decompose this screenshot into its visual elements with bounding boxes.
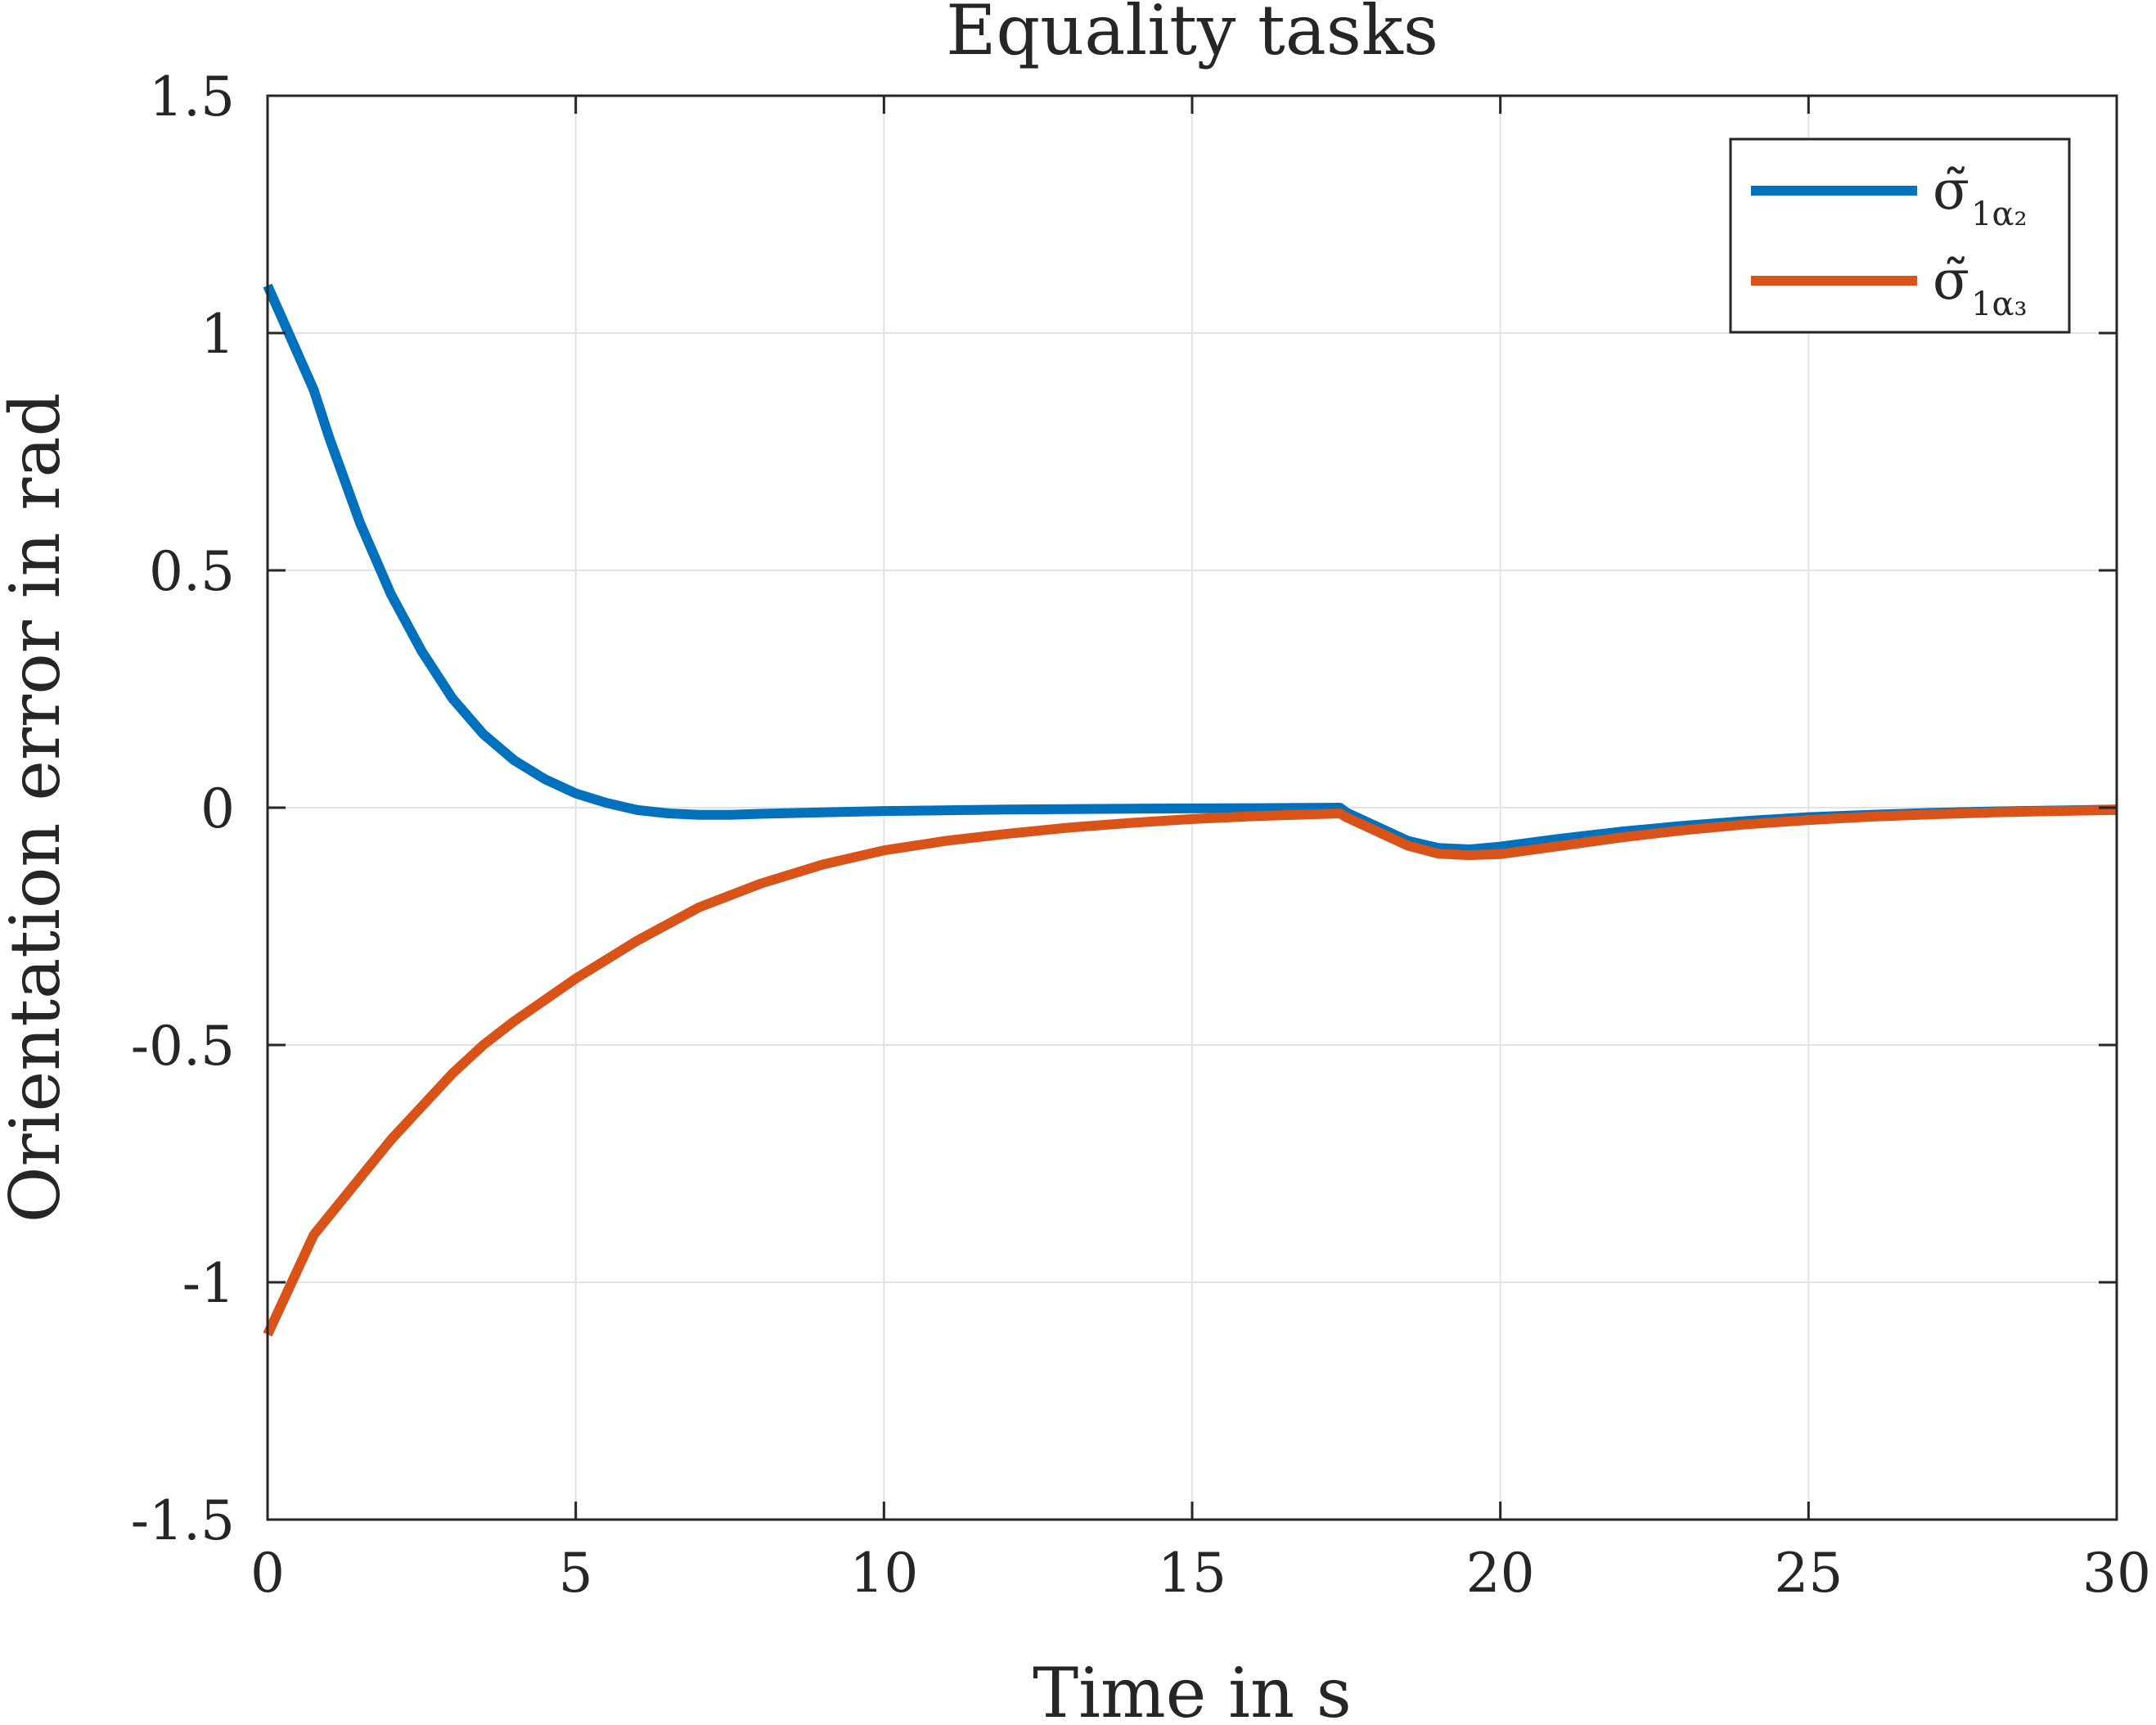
y-tick-label: -0.5 bbox=[131, 1015, 235, 1078]
x-axis-title: Time in s bbox=[1033, 1653, 1352, 1725]
y-tick-label: -1 bbox=[182, 1252, 235, 1315]
x-tick-label: 15 bbox=[1158, 1542, 1227, 1605]
x-tick-label: 30 bbox=[2082, 1542, 2151, 1605]
legend: σ̃1α₂ σ̃1α₃ bbox=[1729, 137, 2071, 334]
x-tick-label: 25 bbox=[1774, 1542, 1843, 1605]
y-tick-label: 1 bbox=[200, 303, 235, 366]
series-group bbox=[263, 283, 2118, 1337]
x-tick-label: 5 bbox=[559, 1542, 593, 1605]
x-tick-label: 20 bbox=[1466, 1542, 1535, 1605]
y-tick-label: 0 bbox=[200, 777, 235, 840]
x-tick-label: 10 bbox=[849, 1542, 918, 1605]
y-tick-label: 1.5 bbox=[149, 65, 235, 128]
y-axis-title: Orientation error in rad bbox=[0, 393, 75, 1223]
y-tick-label: 0.5 bbox=[149, 540, 235, 603]
legend-label-series-1: σ̃1α₂ bbox=[1933, 159, 2028, 233]
tick-labels: 0 5 10 15 20 25 30 1.5 1 0.5 0 -0.5 -1 -1.5 bbox=[131, 65, 2151, 1605]
ticks bbox=[266, 94, 2118, 1521]
y-tick-label: -1.5 bbox=[131, 1489, 235, 1552]
series-line-2 bbox=[263, 804, 2118, 1337]
chart-title: Equality tasks bbox=[946, 0, 1438, 70]
x-tick-label: 0 bbox=[250, 1542, 285, 1605]
legend-label-series-2: σ̃1α₃ bbox=[1933, 249, 2028, 323]
legend-box bbox=[1729, 137, 2071, 334]
